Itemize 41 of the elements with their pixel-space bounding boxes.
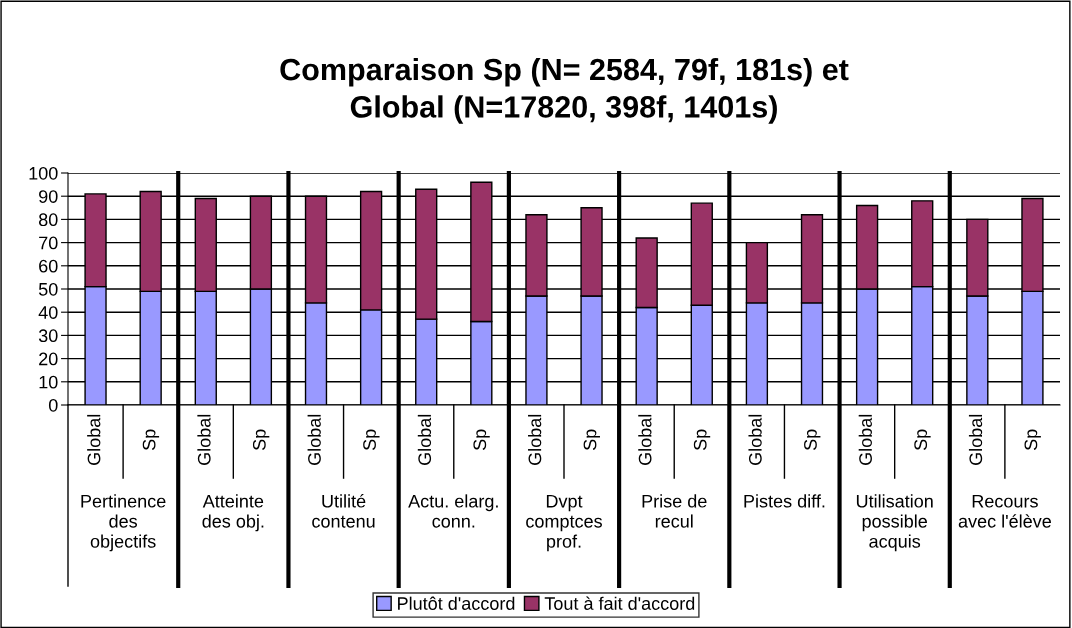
text: Recours avec l'élève [958,494,1051,528]
x-tick-label: Sp [363,429,380,451]
y-tick-label: 0 [48,398,58,412]
y-tick-label: 30 [38,329,58,343]
text: Pistes diff. [744,494,825,508]
x-tick-label: Global [528,414,542,465]
x-tick-label: Global [417,414,432,465]
x-tick-label: Sp [252,429,270,451]
legend-label: Plutôt d'accord [398,596,515,610]
x-tick-label: Global [638,414,652,465]
text: Dvpt comptces prof. [526,494,602,552]
y-tick-label: 100 [29,166,58,180]
y-tick-label: 60 [39,259,58,273]
y-tick-label: 90 [39,190,58,203]
x-tick-label: Global [968,414,983,465]
text: Prise de recul [642,494,707,528]
text: Utilité contenu [312,494,375,528]
chart-title: Comparaison Sp (N= 2584, 79f, 181s) et Global (N=17820, 398f, 1401s) [280,57,849,124]
y-tick-label: 50 [38,282,58,296]
x-tick-label: Sp [804,429,821,451]
text: Pertinence des objectifs [81,494,166,552]
x-tick-label: Sp [583,429,600,451]
y-tick-label: 70 [39,236,58,250]
text: Actu. elarg. conn. [408,494,498,528]
x-tick-label: Global [197,414,211,465]
text: Utilisation possible acquis [856,494,933,552]
x-tick-label: Sp [142,429,160,451]
y-tick-label: 10 [39,375,58,389]
x-tick-label: Sp [693,429,711,451]
x-tick-label: Global [858,414,872,465]
x-tick-label: Global [748,414,762,465]
y-tick-label: 80 [38,213,58,227]
y-tick-label: 20 [39,352,58,366]
x-tick-label: Global [87,414,101,465]
legend-label: Tout à fait d'accord [544,596,695,610]
x-tick-label: Global [307,414,321,465]
y-tick-label: 40 [38,306,58,319]
text: Atteinte des obj. [202,494,264,532]
x-tick-label: Sp [1024,429,1041,451]
x-tick-label: Sp [473,429,490,451]
x-tick-label: Sp [914,429,931,451]
